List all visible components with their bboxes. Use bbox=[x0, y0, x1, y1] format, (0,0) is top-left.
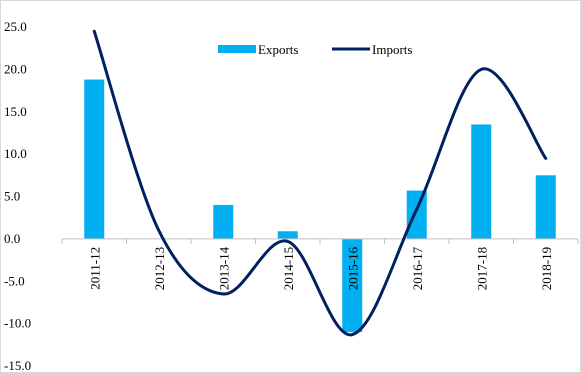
exports-bar-2015-16 bbox=[342, 238, 363, 333]
x-axis-labels: 2011-12 2012-13 2013-14 2014-15 2015-16 2016-… bbox=[87, 246, 554, 290]
legend-label-imports: Imports bbox=[372, 42, 412, 57]
exports-bar-2017-18 bbox=[471, 124, 492, 239]
imports-line bbox=[92, 29, 548, 337]
y-tick-label: 5.0 bbox=[4, 189, 20, 204]
exports-bar-2011-12 bbox=[84, 79, 105, 239]
x-tick-label: 2018-19 bbox=[539, 247, 554, 290]
legend-swatch-exports bbox=[218, 45, 256, 53]
x-axis-ticks bbox=[61, 238, 579, 244]
y-tick-label: 15.0 bbox=[4, 104, 27, 119]
y-tick-label: 10.0 bbox=[4, 146, 27, 161]
y-tick-label: -5.0 bbox=[4, 273, 25, 288]
exports-bar-2016-17 bbox=[406, 190, 427, 239]
x-tick-label: 2012-13 bbox=[152, 247, 167, 290]
legend: Exports Imports bbox=[218, 42, 412, 57]
y-tick-label: 20.0 bbox=[4, 61, 27, 76]
legend-label-exports: Exports bbox=[258, 42, 298, 57]
y-tick-label: -15.0 bbox=[4, 358, 31, 373]
exports-bars bbox=[84, 79, 556, 333]
x-tick-label: 2011-12 bbox=[87, 247, 102, 290]
x-tick-label: 2016-17 bbox=[410, 246, 425, 290]
x-tick-label: 2017-18 bbox=[474, 247, 489, 290]
x-tick-label: 2015-16 bbox=[345, 246, 360, 290]
y-tick-label: 0.0 bbox=[4, 231, 20, 246]
y-axis-labels: 25.0 20.0 15.0 10.0 5.0 0.0 -5.0 -10.0 -15.0 bbox=[4, 19, 31, 373]
x-tick-label: 2013-14 bbox=[216, 246, 231, 290]
exports-bar-2013-14 bbox=[213, 204, 234, 239]
exports-bar-2014-15 bbox=[277, 231, 298, 239]
y-tick-label: -10.0 bbox=[4, 316, 31, 331]
y-tick-label: 25.0 bbox=[4, 19, 27, 34]
x-tick-label: 2014-15 bbox=[281, 247, 296, 290]
exports-bar-2018-19 bbox=[535, 175, 556, 239]
